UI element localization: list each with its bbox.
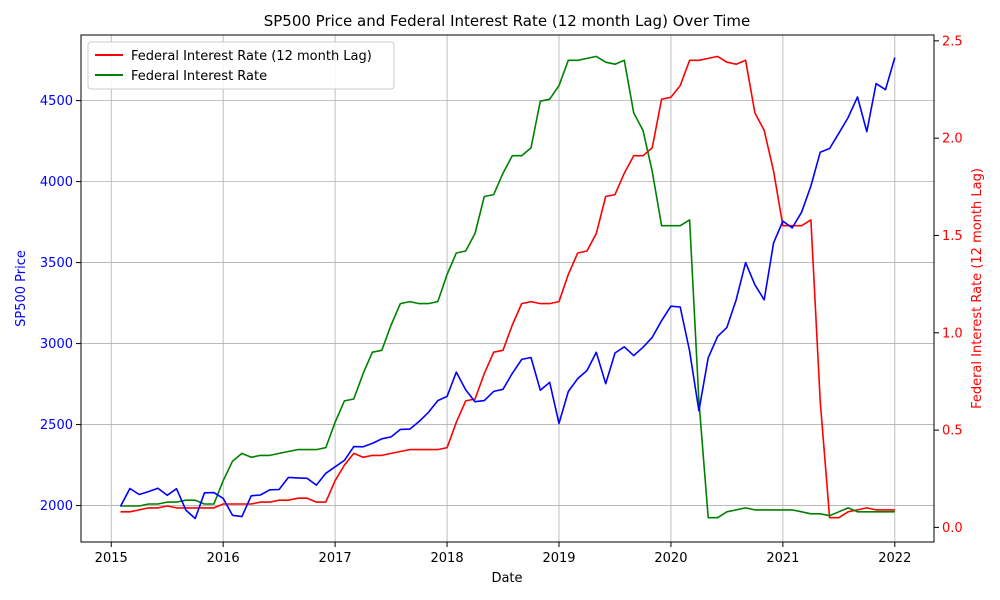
y-right-tick-label: 1.0 bbox=[942, 326, 963, 341]
y-left-tick-label: 4500 bbox=[40, 94, 73, 109]
x-tick-label: 2016 bbox=[207, 551, 240, 566]
y-left-tick-label: 3500 bbox=[40, 256, 73, 271]
legend-label-rate-lag: Federal Interest Rate (12 month Lag) bbox=[131, 49, 372, 64]
chart-title: SP500 Price and Federal Interest Rate (1… bbox=[264, 12, 751, 30]
x-tick-label: 2021 bbox=[766, 551, 799, 566]
y-right-tick-label: 0.0 bbox=[942, 521, 963, 536]
legend-box bbox=[87, 41, 395, 90]
series-line-rate bbox=[120, 55, 895, 519]
x-tick-label: 2020 bbox=[654, 551, 687, 566]
x-tick-label: 2017 bbox=[319, 551, 352, 566]
x-axis: 2015 2016 2017 2018 2019 2020 2021 2022 bbox=[95, 542, 911, 566]
x-tick-label: 2015 bbox=[95, 551, 128, 566]
y-right-tick-label: 1.5 bbox=[942, 229, 963, 244]
y-axis-right: 0.0 0.5 1.0 1.5 2.0 2.5 bbox=[934, 34, 963, 536]
plot-series bbox=[119, 55, 896, 520]
legend-label-rate: Federal Interest Rate bbox=[131, 69, 267, 84]
x-axis-label: Date bbox=[491, 571, 522, 586]
series-line-rate-lag bbox=[120, 55, 895, 519]
x-tick-label: 2019 bbox=[542, 551, 575, 566]
y-axis-right-label: Federal Interest Rate (12 month Lag) bbox=[970, 168, 985, 409]
y-right-tick-label: 2.5 bbox=[942, 34, 963, 49]
y-left-tick-label: 3000 bbox=[40, 337, 73, 352]
y-left-tick-label: 2500 bbox=[40, 418, 73, 433]
plot-frame bbox=[80, 34, 935, 543]
y-axis-left: 2000 2500 3000 3500 4000 4500 bbox=[40, 94, 81, 514]
y-left-tick-label: 4000 bbox=[40, 175, 73, 190]
y-right-tick-label: 2.0 bbox=[942, 132, 963, 147]
y-left-tick-label: 2000 bbox=[40, 499, 73, 514]
legend: Federal Interest Rate (12 month Lag) Fed… bbox=[87, 41, 395, 90]
y-right-tick-label: 0.5 bbox=[942, 424, 963, 439]
gridlines bbox=[81, 35, 934, 542]
series-line-sp500 bbox=[119, 57, 896, 520]
x-tick-label: 2018 bbox=[431, 551, 464, 566]
x-tick-label: 2022 bbox=[878, 551, 911, 566]
y-axis-left-label: SP500 Price bbox=[14, 250, 29, 327]
